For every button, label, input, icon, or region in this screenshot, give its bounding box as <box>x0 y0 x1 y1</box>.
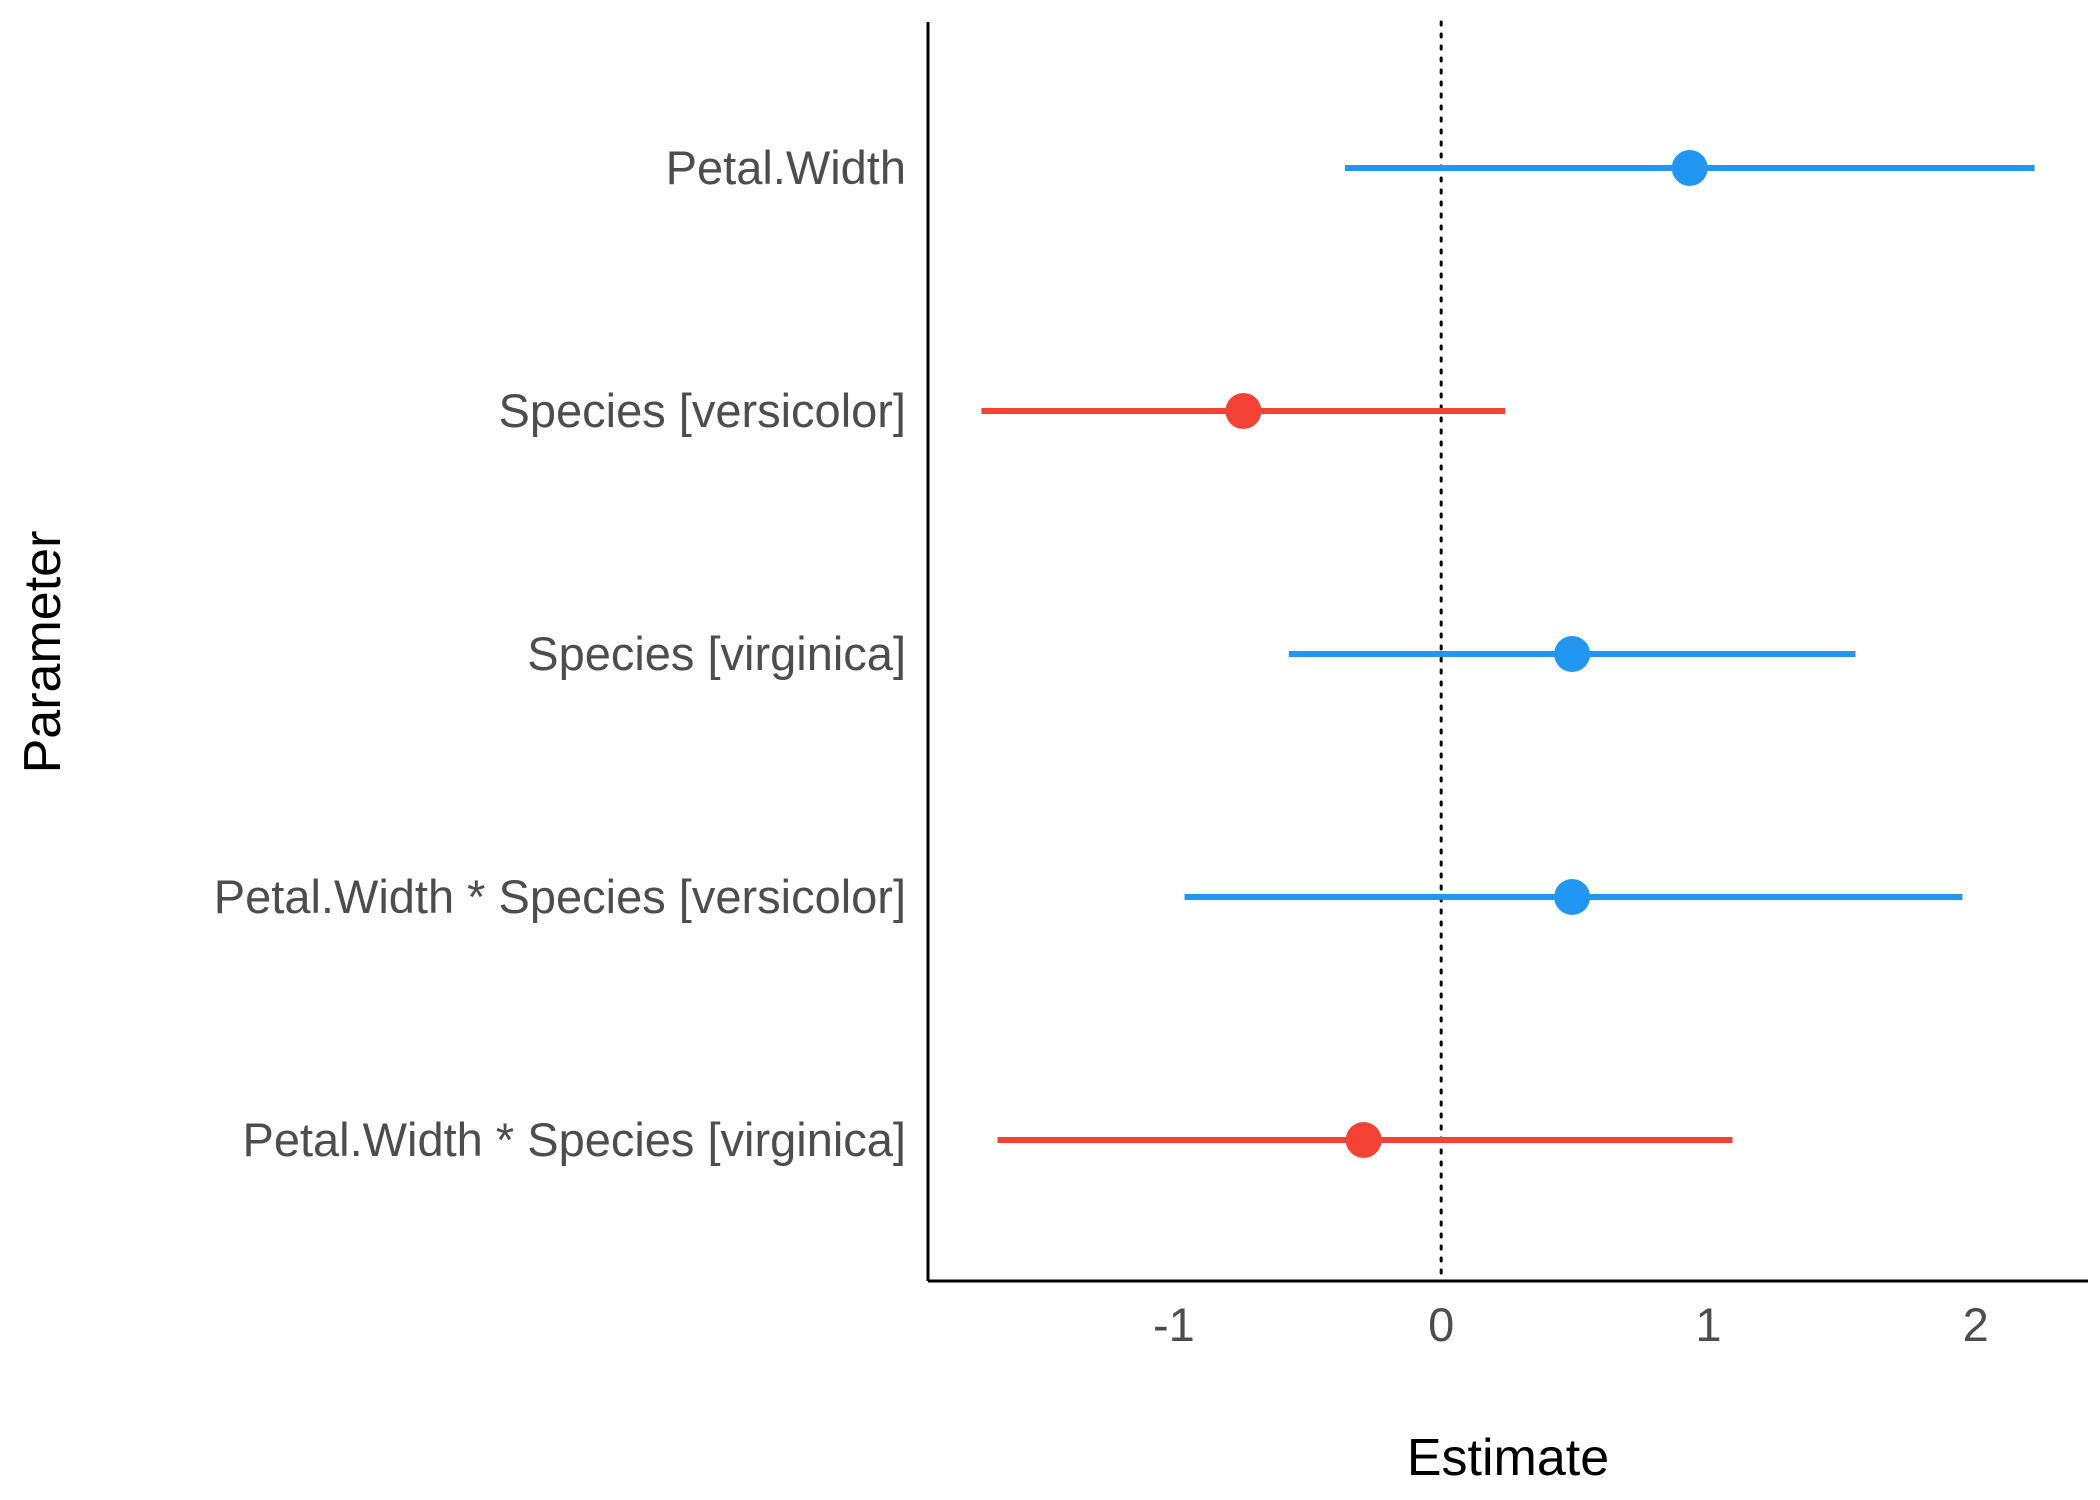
x-tick-label: 1 <box>1695 1298 1721 1351</box>
y-tick-label: Petal.Width * Species [versicolor] <box>214 870 906 923</box>
x-tick-label: -1 <box>1153 1298 1195 1351</box>
estimate-point <box>1554 636 1591 672</box>
estimate-marks <box>981 150 2035 1158</box>
y-tick-labels: Petal.Width Species [versicolor] Species [… <box>214 141 906 1166</box>
y-tick-label: Petal.Width <box>666 141 906 194</box>
estimate-point <box>1554 879 1591 915</box>
estimate-point <box>1345 1122 1382 1158</box>
y-tick-label: Petal.Width * Species [virginica] <box>242 1113 906 1166</box>
estimate-point <box>1671 150 1708 186</box>
x-tick-labels: -1 0 1 2 <box>1153 1298 1989 1351</box>
x-tick-label: 0 <box>1428 1298 1454 1351</box>
x-tick-label: 2 <box>1963 1298 1989 1351</box>
y-tick-label: Species [virginica] <box>527 627 906 680</box>
y-tick-label: Species [versicolor] <box>499 384 907 437</box>
x-axis-title: Estimate <box>1407 1429 1609 1487</box>
axes-layer <box>926 22 2088 1283</box>
y-axis-title: Parameter <box>14 531 72 774</box>
estimate-point <box>1225 393 1262 429</box>
